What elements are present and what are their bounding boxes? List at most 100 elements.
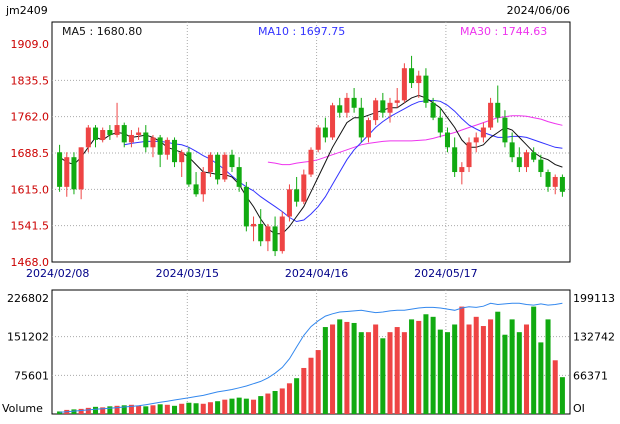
candle-body bbox=[164, 139, 170, 155]
candle bbox=[387, 97, 393, 123]
candle bbox=[423, 68, 429, 108]
candle-body bbox=[222, 154, 228, 180]
symbol-label: jm2409 bbox=[5, 4, 48, 17]
candle bbox=[57, 144, 63, 192]
candle bbox=[157, 134, 163, 168]
volume-bar bbox=[473, 316, 479, 414]
volume-bar bbox=[286, 383, 292, 414]
candle bbox=[64, 152, 70, 197]
candle bbox=[121, 122, 127, 148]
candle bbox=[559, 174, 565, 197]
candle bbox=[229, 149, 235, 173]
candle-body bbox=[452, 147, 458, 173]
date-label: 2024/06/06 bbox=[507, 4, 570, 17]
volume-bar bbox=[200, 403, 206, 414]
volume-bar bbox=[394, 327, 400, 414]
candle-body bbox=[308, 149, 314, 175]
volume-panel: 226802 151202 75601 199113 132742 66371 Volume… bbox=[2, 289, 615, 415]
volume-bar bbox=[444, 332, 450, 414]
candle-body bbox=[459, 167, 465, 173]
candle-body bbox=[121, 125, 127, 143]
candle-body bbox=[207, 154, 213, 173]
volume-bar bbox=[136, 405, 142, 414]
volume-bar bbox=[538, 342, 544, 414]
candle bbox=[200, 167, 206, 202]
candle bbox=[215, 152, 221, 185]
volume-bar bbox=[301, 367, 307, 414]
candle-body bbox=[200, 172, 206, 195]
volume-bar bbox=[215, 401, 221, 414]
price-tick-label: 1615.0 bbox=[11, 183, 50, 196]
candle-body bbox=[380, 100, 386, 113]
volume-bar bbox=[531, 306, 537, 414]
candle bbox=[136, 127, 142, 140]
candle-body bbox=[495, 102, 501, 118]
candle bbox=[351, 87, 357, 113]
volume-bar bbox=[437, 329, 443, 414]
candle-body bbox=[150, 137, 156, 148]
candle bbox=[92, 125, 99, 148]
candle-body bbox=[251, 223, 257, 227]
candle-body bbox=[322, 127, 328, 138]
volume-bar bbox=[251, 399, 257, 414]
ma30-line bbox=[267, 115, 563, 166]
price-tick-label: 1468.0 bbox=[11, 256, 50, 269]
candle-body bbox=[193, 184, 199, 195]
volume-bar bbox=[100, 407, 106, 414]
candle bbox=[545, 169, 551, 192]
candle bbox=[365, 117, 371, 143]
candle-body bbox=[186, 152, 192, 185]
price-panel: 1909.0 1835.5 1762.0 1688.5 1615.0 1541.5 1468… bbox=[11, 21, 571, 280]
volume-tick-label: 75601 bbox=[14, 369, 49, 382]
price-tick-label: 1909.0 bbox=[11, 38, 50, 51]
candle-body bbox=[265, 226, 271, 242]
volume-bar bbox=[322, 327, 328, 414]
candle-body bbox=[409, 68, 415, 84]
candle-body bbox=[538, 159, 544, 173]
candle-body bbox=[430, 102, 436, 118]
volume-bar bbox=[71, 409, 77, 414]
volume-axis-label: Volume bbox=[2, 402, 43, 415]
candle-body bbox=[330, 105, 336, 138]
volume-bar bbox=[236, 397, 242, 414]
candle bbox=[509, 132, 515, 163]
oi-axis-label: OI bbox=[573, 402, 585, 415]
candle bbox=[143, 125, 149, 153]
candle-body bbox=[92, 127, 99, 140]
volume-bar bbox=[193, 403, 199, 414]
legend-ma5: MA5 : 1680.80 bbox=[62, 25, 142, 38]
volume-bar bbox=[128, 404, 134, 414]
candle bbox=[294, 176, 300, 207]
candle-body bbox=[78, 147, 84, 190]
volume-bar bbox=[121, 405, 127, 414]
candle-body bbox=[509, 142, 515, 158]
candle bbox=[459, 162, 465, 185]
candle-body bbox=[179, 152, 185, 163]
oi-tick-label: 66371 bbox=[573, 369, 608, 382]
price-tick-label: 1541.5 bbox=[11, 220, 50, 233]
candle-body bbox=[85, 127, 91, 148]
ma10-line bbox=[124, 99, 563, 223]
candle-body bbox=[71, 157, 77, 190]
candle-body bbox=[286, 189, 292, 217]
candle-body bbox=[480, 127, 486, 138]
candle bbox=[337, 97, 343, 118]
candle-body bbox=[301, 174, 307, 202]
candle bbox=[114, 102, 120, 138]
candle bbox=[193, 172, 199, 197]
candle-body bbox=[545, 172, 551, 187]
candle-body bbox=[157, 137, 163, 155]
volume-bar bbox=[172, 405, 178, 414]
volume-bar bbox=[164, 404, 170, 414]
candle-body bbox=[279, 216, 285, 252]
candle bbox=[172, 137, 178, 168]
candle-body bbox=[315, 127, 321, 150]
candle-body bbox=[64, 157, 70, 187]
candle bbox=[516, 147, 522, 173]
candle bbox=[251, 216, 257, 242]
volume-bar bbox=[229, 398, 235, 414]
candle bbox=[473, 132, 479, 153]
candle bbox=[78, 147, 84, 200]
volume-bar bbox=[186, 402, 192, 414]
